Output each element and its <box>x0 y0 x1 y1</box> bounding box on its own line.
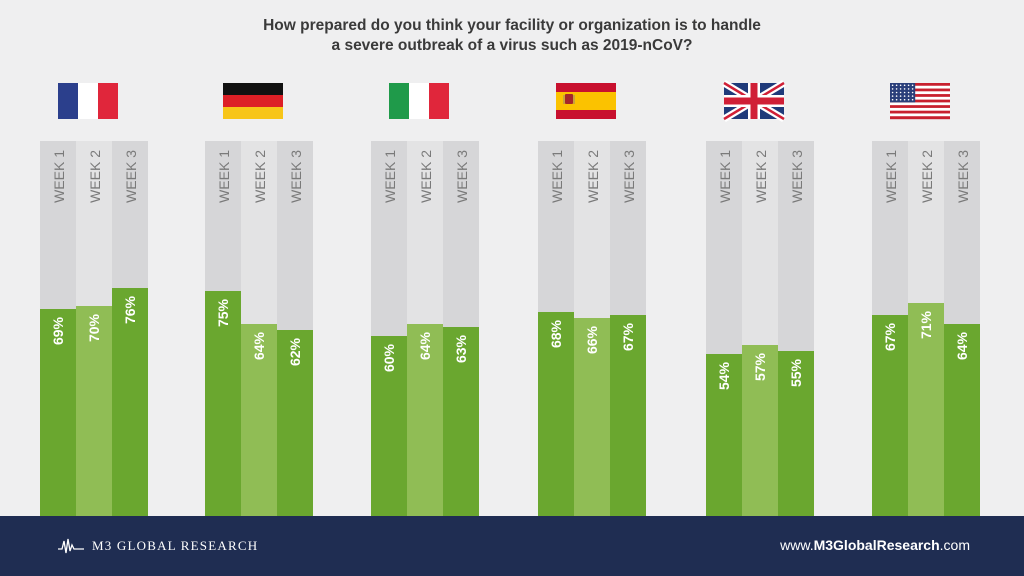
value-label: 62% <box>287 337 303 366</box>
bar <box>742 345 778 516</box>
week-label: WEEK 3 <box>955 150 971 203</box>
bar-chart: WEEK 169%WEEK 270%WEEK 376%WEEK 175%WEEK… <box>40 79 980 516</box>
week-label: WEEK 3 <box>123 150 139 203</box>
bar <box>538 312 574 516</box>
bar <box>76 306 112 516</box>
value-label: 66% <box>584 325 600 354</box>
value-label: 70% <box>86 313 102 342</box>
week-label: WEEK 2 <box>87 150 103 203</box>
chart-title-line-1: How prepared do you think your facility … <box>263 17 761 34</box>
value-label: 63% <box>453 334 469 363</box>
bar <box>277 330 313 516</box>
week-label: WEEK 3 <box>288 150 304 203</box>
week-label: WEEK 3 <box>621 150 637 203</box>
week-label: WEEK 2 <box>252 150 268 203</box>
week-label: WEEK 2 <box>585 150 601 203</box>
uk-flag-icon <box>722 79 786 123</box>
brand-logo: M3 GLOBAL RESEARCH <box>58 536 258 556</box>
value-label: 55% <box>788 358 804 387</box>
value-label: 69% <box>50 316 66 345</box>
bar <box>241 324 277 516</box>
bar <box>908 303 944 516</box>
week-label: WEEK 2 <box>919 150 935 203</box>
week-label: WEEK 1 <box>717 150 733 203</box>
week-label: WEEK 1 <box>883 150 899 203</box>
bar <box>610 315 646 516</box>
chart-title-line-2: a severe outbreak of a virus such as 201… <box>331 37 693 54</box>
value-label: 71% <box>918 310 934 339</box>
country-group: WEEK 1 60% WEEK 2 64% WEEK 3 63% <box>371 83 479 516</box>
value-label: 67% <box>882 322 898 351</box>
url-suffix: .com <box>939 537 970 553</box>
bar <box>443 327 479 516</box>
brand-name: M3 GLOBAL RESEARCH <box>92 538 259 553</box>
chart-title: How prepared do you think your facility … <box>0 16 1024 56</box>
spain-flag-icon <box>556 83 616 119</box>
pulse-logo-icon <box>58 538 84 554</box>
bar <box>407 324 443 516</box>
country-group: WEEK 1 75% WEEK 2 64% WEEK 3 62% <box>205 83 313 516</box>
bar <box>872 315 908 516</box>
value-label: 64% <box>251 331 267 360</box>
week-label: WEEK 1 <box>216 150 232 203</box>
value-label: 68% <box>548 319 564 348</box>
website-link[interactable]: www.M3GlobalResearch.com <box>780 537 970 553</box>
germany-flag-icon <box>223 83 283 119</box>
bar <box>205 291 241 516</box>
week-label: WEEK 1 <box>382 150 398 203</box>
country-group: WEEK 1 69% WEEK 2 70% WEEK 3 76% <box>40 83 148 516</box>
bar <box>112 288 148 516</box>
bar <box>944 324 980 516</box>
italy-flag-icon <box>389 83 449 119</box>
country-group: WEEK 1 68% WEEK 2 66% WEEK 3 67% <box>538 83 646 516</box>
week-label: WEEK 1 <box>549 150 565 203</box>
value-label: 67% <box>620 322 636 351</box>
week-label: WEEK 2 <box>753 150 769 203</box>
value-label: 57% <box>752 352 768 381</box>
value-label: 54% <box>716 361 732 390</box>
value-label: 64% <box>417 331 433 360</box>
value-label: 60% <box>381 343 397 372</box>
country-group: WEEK 1 67% WEEK 2 71% WEEK 3 64% <box>872 83 980 516</box>
week-label: WEEK 1 <box>51 150 67 203</box>
value-label: 75% <box>215 298 231 327</box>
value-label: 64% <box>954 331 970 360</box>
bar <box>40 309 76 516</box>
value-label: 76% <box>122 295 138 324</box>
bar <box>371 336 407 516</box>
week-label: WEEK 2 <box>418 150 434 203</box>
bar <box>778 351 814 516</box>
bar <box>706 354 742 516</box>
url-domain: M3GlobalResearch <box>813 537 940 553</box>
usa-flag-icon <box>890 83 950 120</box>
footer-bar: M3 GLOBAL RESEARCH www.M3GlobalResearch.… <box>0 516 1024 576</box>
url-prefix: www. <box>780 537 814 553</box>
week-label: WEEK 3 <box>454 150 470 203</box>
country-group: WEEK 1 54% WEEK 2 57% WEEK 3 55% <box>706 79 814 516</box>
week-label: WEEK 3 <box>789 150 805 203</box>
france-flag-icon <box>58 83 118 119</box>
bar <box>574 318 610 516</box>
